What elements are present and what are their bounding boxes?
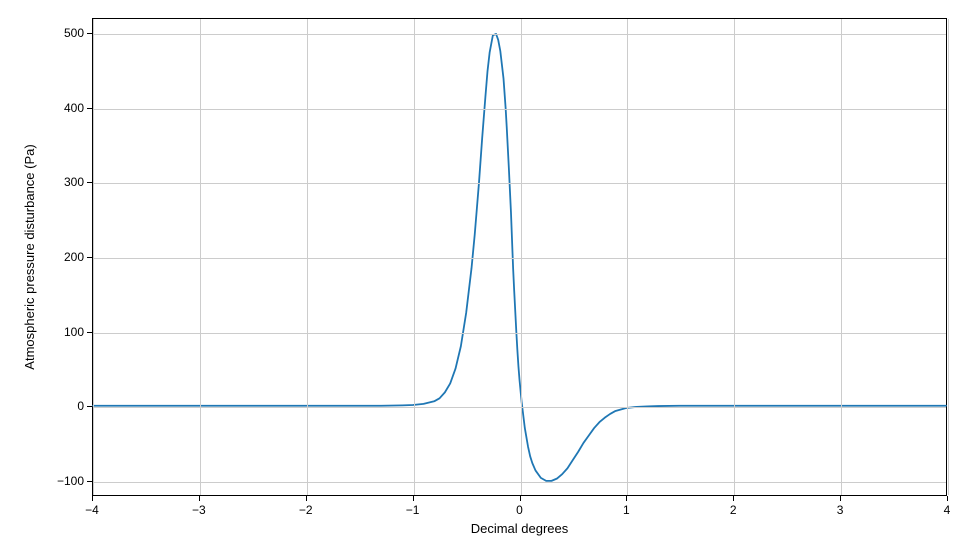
y-tick-mark (87, 257, 92, 258)
y-tick-label: 300 (64, 175, 84, 189)
chart-container: Atmospheric pressure disturbance (Pa) De… (0, 0, 969, 548)
x-tick-mark (199, 496, 200, 501)
y-tick-label: −100 (57, 474, 84, 488)
x-tick-mark (733, 496, 734, 501)
x-tick-mark (626, 496, 627, 501)
grid-line-horizontal (93, 407, 946, 408)
grid-line-vertical (948, 19, 949, 495)
x-tick-mark (840, 496, 841, 501)
grid-line-horizontal (93, 482, 946, 483)
grid-line-vertical (521, 19, 522, 495)
grid-line-vertical (93, 19, 94, 495)
y-tick-mark (87, 33, 92, 34)
x-tick-mark (947, 496, 948, 501)
x-tick-label: −1 (406, 503, 420, 517)
y-tick-label: 400 (64, 101, 84, 115)
grid-line-vertical (841, 19, 842, 495)
grid-line-horizontal (93, 183, 946, 184)
x-tick-mark (413, 496, 414, 501)
line-series (93, 19, 946, 495)
y-tick-label: 500 (64, 26, 84, 40)
y-tick-label: 100 (64, 325, 84, 339)
x-tick-mark (306, 496, 307, 501)
y-tick-mark (87, 481, 92, 482)
y-axis-label: Atmospheric pressure disturbance (Pa) (22, 144, 37, 369)
x-tick-mark (520, 496, 521, 501)
x-tick-mark (92, 496, 93, 501)
x-tick-label: −2 (299, 503, 313, 517)
plot-area (92, 18, 947, 496)
y-tick-mark (87, 332, 92, 333)
x-tick-label: 2 (730, 503, 737, 517)
grid-line-horizontal (93, 333, 946, 334)
y-tick-label: 0 (77, 399, 84, 413)
grid-line-vertical (307, 19, 308, 495)
grid-line-horizontal (93, 34, 946, 35)
x-tick-label: 1 (623, 503, 630, 517)
x-axis-label: Decimal degrees (471, 521, 569, 536)
y-tick-label: 200 (64, 250, 84, 264)
grid-line-vertical (414, 19, 415, 495)
x-tick-label: −4 (85, 503, 99, 517)
y-tick-mark (87, 108, 92, 109)
x-tick-label: 4 (944, 503, 951, 517)
y-tick-mark (87, 406, 92, 407)
y-tick-mark (87, 182, 92, 183)
x-tick-label: 3 (837, 503, 844, 517)
x-tick-label: −3 (192, 503, 206, 517)
grid-line-horizontal (93, 109, 946, 110)
grid-line-vertical (734, 19, 735, 495)
grid-line-vertical (627, 19, 628, 495)
grid-line-horizontal (93, 258, 946, 259)
x-tick-label: 0 (516, 503, 523, 517)
grid-line-vertical (200, 19, 201, 495)
